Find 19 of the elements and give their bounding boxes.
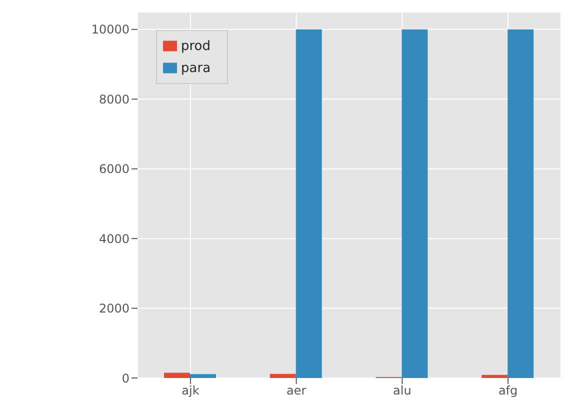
bar [190, 374, 216, 378]
bar [402, 29, 428, 378]
y-tick-label: 8000 [98, 92, 130, 106]
y-tick-label: 6000 [98, 162, 130, 176]
y-tick-label: 2000 [98, 302, 130, 316]
bar [270, 374, 296, 378]
bar [482, 374, 508, 378]
bar [508, 29, 534, 378]
y-tick-label: 10000 [91, 22, 130, 37]
x-tick-label: alu [393, 384, 412, 398]
y-tick-label: 0 [122, 371, 130, 386]
bar [164, 372, 190, 378]
x-tick-label: ajk [182, 384, 200, 398]
x-tick-label: aer [286, 384, 306, 398]
legend-label: para [181, 61, 211, 76]
x-tick-label: afg [498, 384, 518, 398]
legend-label: prod [181, 39, 211, 54]
y-tick-label: 4000 [98, 232, 130, 246]
bar [296, 29, 322, 378]
